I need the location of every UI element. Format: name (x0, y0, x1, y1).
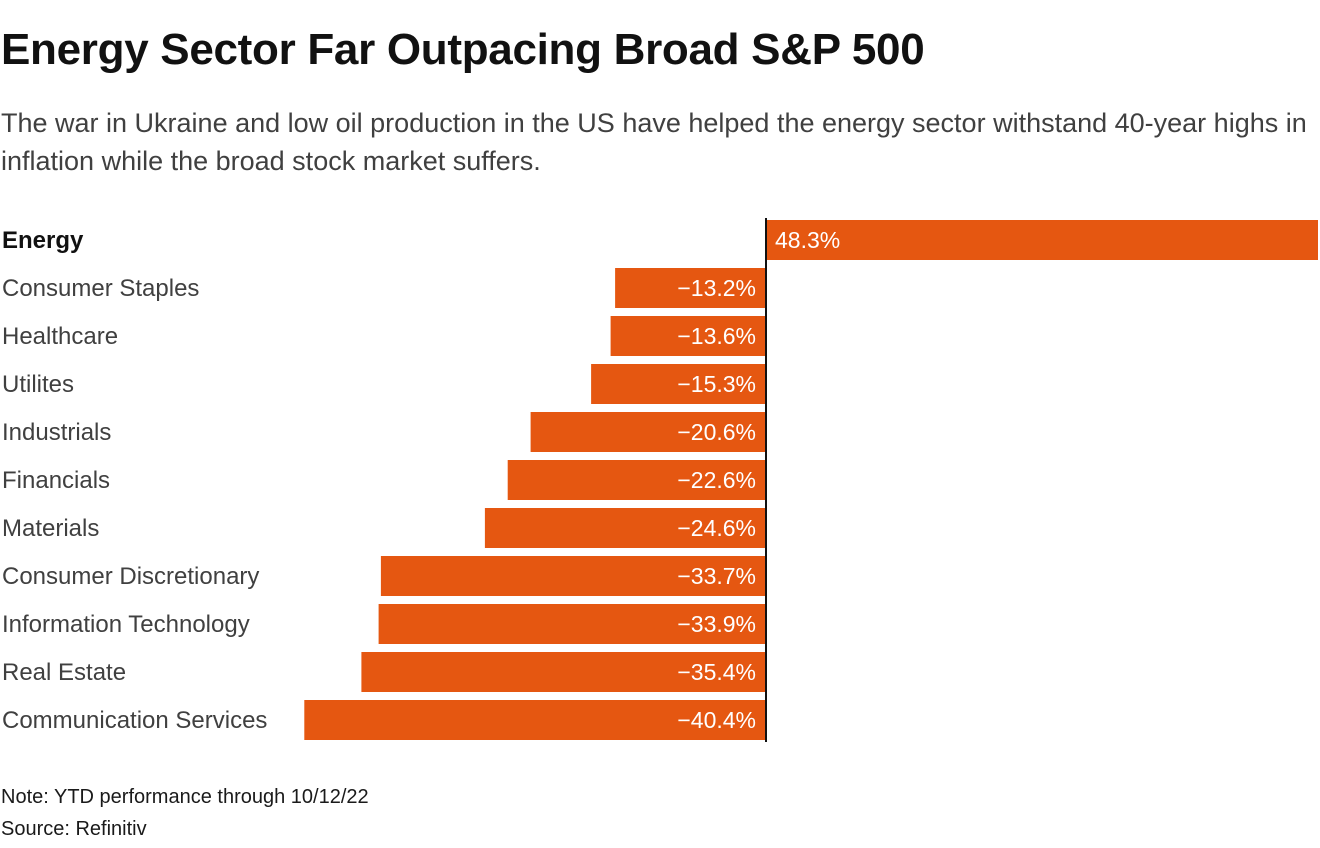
value-label-consumer-discretionary: −33.7% (677, 563, 756, 589)
bar-industrials (530, 412, 766, 452)
bar-materials (484, 508, 766, 548)
category-label-financials: Financials (2, 467, 110, 494)
value-label-information-technology: −33.9% (677, 611, 756, 637)
chart-title: Energy Sector Far Outpacing Broad S&P 50… (1, 25, 925, 74)
value-label-materials: −24.6% (677, 515, 756, 541)
value-label-financials: −22.6% (677, 467, 756, 493)
bars (304, 220, 1318, 740)
bar-energy (766, 220, 1318, 260)
bar-chart: Energy Consumer Staples Healthcare Utilites… (2, 218, 1318, 742)
bar-healthcare (610, 316, 766, 356)
bar-consumer-discretionary (380, 556, 766, 596)
bar-information-technology (378, 604, 766, 644)
footnote: Note: YTD performance through 10/12/22 (1, 786, 369, 808)
bar-real-estate (361, 652, 766, 692)
value-labels: 48.3% −13.2% −13.6% −15.3% −20.6% −22.6% −24.6… (677, 227, 840, 733)
category-label-consumer-discretionary: Consumer Discretionary (2, 563, 259, 590)
value-label-energy: 48.3% (775, 227, 840, 253)
category-label-consumer-staples: Consumer Staples (2, 275, 199, 302)
category-label-communication-services: Communication Services (2, 707, 267, 734)
value-label-utilites: −15.3% (677, 371, 756, 397)
category-label-healthcare: Healthcare (2, 323, 118, 350)
category-label-utilites: Utilites (2, 371, 74, 398)
chart-subtitle: The war in Ukraine and low oil productio… (1, 108, 1307, 176)
category-label-materials: Materials (2, 515, 99, 542)
source-note: Source: Refinitiv (1, 818, 147, 840)
bar-communication-services (304, 700, 766, 740)
bar-utilites (591, 364, 766, 404)
category-label-information-technology: Information Technology (2, 611, 250, 638)
category-label-industrials: Industrials (2, 419, 111, 446)
bar-financials (507, 460, 766, 500)
bar-consumer-staples (615, 268, 766, 308)
category-labels: Energy Consumer Staples Healthcare Utilites… (2, 227, 267, 734)
category-label-energy: Energy (2, 227, 84, 254)
category-label-real-estate: Real Estate (2, 659, 126, 686)
value-label-communication-services: −40.4% (677, 707, 756, 733)
value-label-industrials: −20.6% (677, 419, 756, 445)
value-label-real-estate: −35.4% (677, 659, 756, 685)
value-label-healthcare: −13.6% (677, 323, 756, 349)
value-label-consumer-staples: −13.2% (677, 275, 756, 301)
